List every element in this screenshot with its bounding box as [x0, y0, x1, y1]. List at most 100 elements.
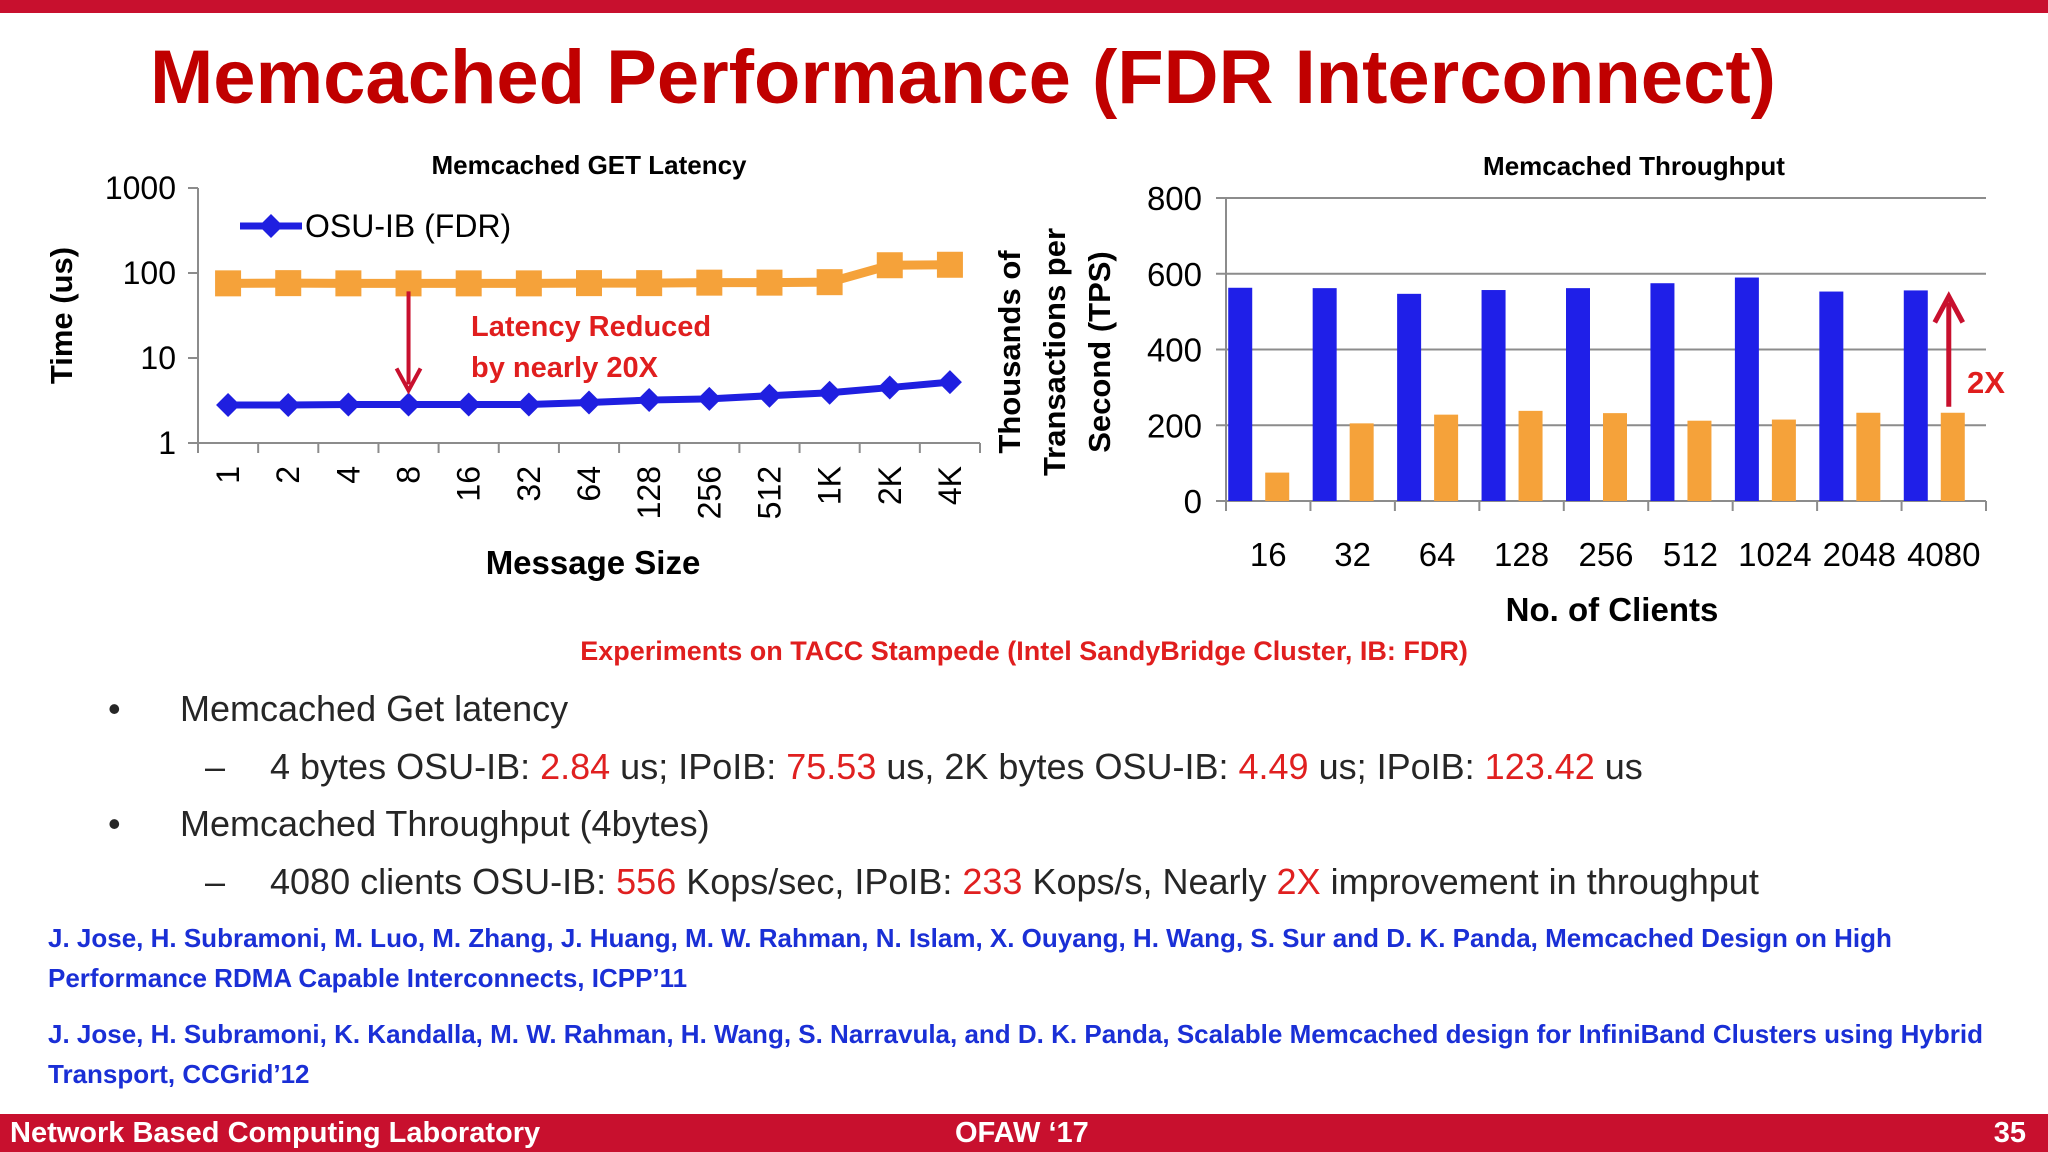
annotation-arrow-head: [1932, 291, 1965, 324]
data-point-osu-ib: [697, 386, 722, 411]
bar-osu-ib: [1650, 283, 1675, 501]
x-tick-label: 2K: [872, 466, 908, 505]
data-point-osu-ib: [456, 392, 481, 417]
sub-bullet-latency: 4 bytes OSU-IB: 2.84 us; IPoIB: 75.53 us…: [270, 746, 1643, 788]
x-tick-label: 32: [511, 466, 547, 502]
throughput-chart: Memcached Throughput 0 200 400 600 800 16 32 64 1…: [992, 151, 2005, 628]
bar-osu-ib: [1734, 277, 1759, 501]
y-tick-label: 200: [1147, 407, 1202, 444]
text-part: 4080 clients OSU-IB:: [270, 861, 617, 902]
bar-ipoib: [1349, 423, 1374, 501]
annotation-text-1: Latency Reduced: [471, 311, 711, 343]
value-improvement: 2X: [1276, 861, 1321, 902]
x-tick-label: 1024: [1738, 536, 1811, 573]
y-tick-label: 800: [1147, 180, 1202, 217]
x-tick-label: 512: [751, 466, 787, 519]
y-tick-label: 0: [1184, 483, 1202, 520]
text-part: us, 2K bytes OSU-IB:: [876, 746, 1239, 787]
chart-title: Memcached Throughput: [1483, 151, 1785, 181]
footer-bar: Network Based Computing Laboratory OFAW …: [0, 1114, 2048, 1152]
data-point-osu-ib: [276, 392, 301, 417]
x-tick-label: 64: [1419, 536, 1456, 573]
reference-1: J. Jose, H. Subramoni, M. Luo, M. Zhang,…: [48, 923, 1892, 993]
y-axis-label-line: Second (TPS): [1082, 251, 1117, 453]
data-point-ipoib: [816, 269, 843, 296]
y-tick-label: 1000: [105, 170, 176, 206]
dash-symbol-2: –: [205, 861, 226, 902]
data-point-osu-ib: [757, 383, 782, 408]
x-axis-label: Message Size: [486, 544, 701, 581]
data-point-ipoib: [756, 269, 783, 296]
latency-chart: Memcached GET Latency 1 10 100 1000 1 2 4 8 16 32 6…: [44, 150, 981, 581]
bar-ipoib: [1940, 412, 1965, 501]
data-point-ipoib: [636, 270, 663, 297]
value-ipoib-2k: 123.42: [1484, 746, 1595, 787]
value-osu-4080: 556: [616, 861, 677, 902]
x-tick-label: 4080: [1907, 536, 1980, 573]
y-axis-label-line: Thousands of: [992, 250, 1027, 454]
bullet-symbol-2: •: [108, 803, 121, 844]
data-point-ipoib: [576, 270, 602, 297]
bar-osu-ib: [1228, 287, 1253, 501]
text-part: Kops/s, Nearly: [1022, 861, 1277, 902]
x-tick-label: 16: [1250, 536, 1287, 573]
data-point-osu-ib: [336, 392, 361, 417]
data-point-ipoib: [215, 270, 242, 297]
data-point-osu-ib: [396, 392, 421, 417]
data-point-ipoib: [275, 270, 302, 297]
text-part: improvement in throughput: [1320, 861, 1759, 902]
y-axis-label: Time (us): [44, 247, 79, 384]
x-tick-label: 64: [571, 466, 607, 502]
x-tick-label: 2048: [1823, 536, 1896, 573]
x-tick-label: 16: [451, 466, 487, 502]
text-part: 4 bytes OSU-IB:: [270, 746, 541, 787]
data-point-osu-ib: [216, 392, 241, 417]
y-tick-label: 100: [123, 255, 176, 291]
x-tick-label: 2: [270, 466, 306, 484]
bar-osu-ib: [1481, 290, 1506, 501]
x-tick-label: 4: [330, 466, 366, 484]
chart-title: Memcached GET Latency: [432, 150, 748, 180]
value-osu-2k: 4.49: [1238, 746, 1309, 787]
x-tick-label: 256: [691, 466, 727, 519]
data-point-osu-ib: [937, 370, 962, 395]
data-point-osu-ib: [817, 380, 842, 405]
bullet-throughput: Memcached Throughput (4bytes): [180, 803, 710, 844]
bar-osu-ib: [1819, 291, 1844, 501]
y-tick-label: 10: [140, 340, 176, 376]
annotation-text: 2X: [1967, 365, 2005, 400]
x-tick-label: 8: [391, 466, 427, 484]
annotation-arrow-head: [394, 367, 423, 395]
reference-2: J. Jose, H. Subramoni, K. Kandalla, M. W…: [48, 1019, 1983, 1089]
value-ipoib-4080: 233: [962, 861, 1023, 902]
text-part: us; IPoIB:: [610, 746, 787, 787]
x-tick-label: 256: [1578, 536, 1633, 573]
bullet-symbol-1: •: [108, 688, 121, 729]
bullet-latency: Memcached Get latency: [180, 688, 569, 729]
x-tick-label: 32: [1334, 536, 1371, 573]
data-point-osu-ib: [516, 392, 541, 417]
bar-osu-ib: [1566, 288, 1590, 501]
slide-title: Memcached Performance (FDR Interconnect): [150, 35, 1776, 120]
text-part: us; IPoIB:: [1308, 746, 1485, 787]
y-axis-label-line: Transactions per: [1037, 228, 1072, 476]
text-part: Kops/sec, IPoIB:: [676, 861, 963, 902]
data-point-ipoib: [936, 251, 963, 278]
bar-osu-ib: [1312, 288, 1337, 501]
bar-ipoib: [1518, 410, 1543, 501]
annotation-text-2: by nearly 20X: [471, 352, 659, 384]
data-point-ipoib: [335, 270, 362, 297]
legend-label: OSU-IB (FDR): [305, 208, 511, 244]
x-tick-label: 1: [210, 466, 246, 484]
y-tick-label: 600: [1147, 256, 1202, 293]
sub-bullet-throughput: 4080 clients OSU-IB: 556 Kops/sec, IPoIB…: [270, 861, 1759, 903]
x-tick-label: 4K: [932, 466, 968, 505]
page-number: 35: [1993, 1117, 2026, 1149]
bar-osu-ib: [1397, 293, 1422, 501]
bar-ipoib: [1771, 419, 1796, 501]
bar-ipoib: [1856, 412, 1881, 501]
data-point-ipoib: [876, 252, 903, 279]
x-tick-label: 128: [1494, 536, 1549, 573]
y-tick-label: 400: [1147, 332, 1202, 369]
x-axis-label: No. of Clients: [1506, 591, 1719, 628]
